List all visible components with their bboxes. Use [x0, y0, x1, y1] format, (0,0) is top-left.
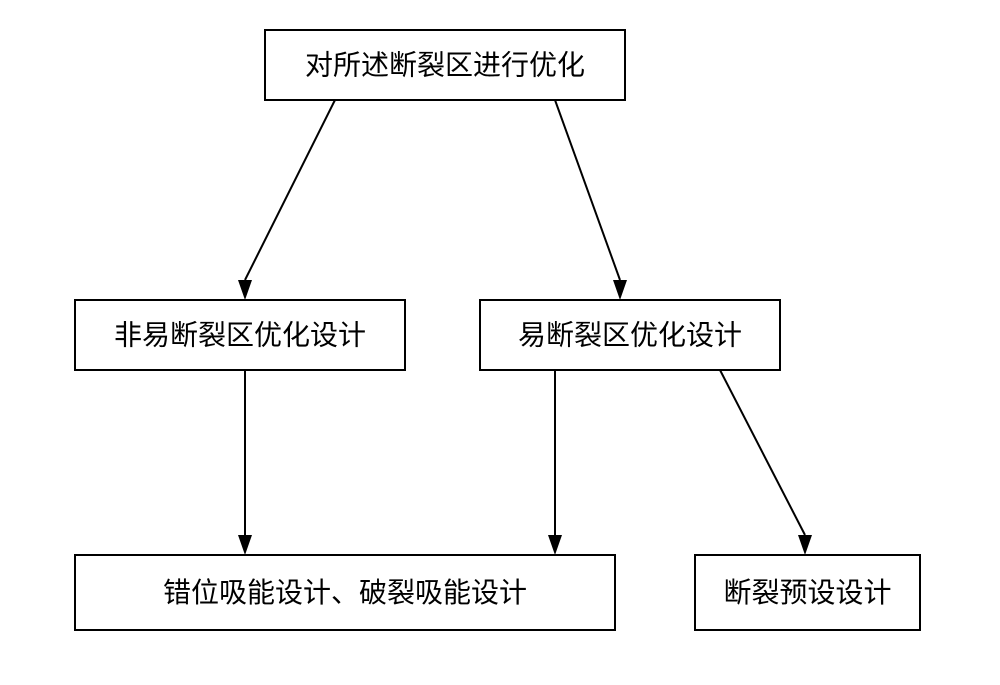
node-botR: 断裂预设设计 — [695, 555, 920, 630]
edge-root-right — [555, 100, 620, 280]
node-root: 对所述断裂区进行优化 — [265, 30, 625, 100]
arrowhead — [613, 280, 627, 300]
arrowhead — [238, 535, 252, 555]
node-label: 错位吸能设计、破裂吸能设计 — [163, 577, 527, 608]
node-left: 非易断裂区优化设计 — [75, 300, 405, 370]
flowchart-canvas: 对所述断裂区进行优化非易断裂区优化设计 易断裂区优化设计错位吸能设计、破裂吸能设计… — [0, 0, 1000, 685]
node-right: 易断裂区优化设计 — [480, 300, 780, 370]
arrowhead — [548, 535, 562, 555]
node-label: 易断裂区优化设计 — [518, 319, 742, 350]
node-label: 非易断裂区优化设计 — [114, 319, 366, 350]
edge-right-botR — [720, 370, 805, 535]
arrowhead — [238, 280, 252, 300]
node-label: 断裂预设设计 — [723, 577, 891, 608]
node-label: 对所述断裂区进行优化 — [305, 49, 585, 80]
node-botL: 错位吸能设计、破裂吸能设计 — [75, 555, 615, 630]
edge-root-left — [245, 100, 335, 280]
arrowhead — [798, 535, 812, 555]
